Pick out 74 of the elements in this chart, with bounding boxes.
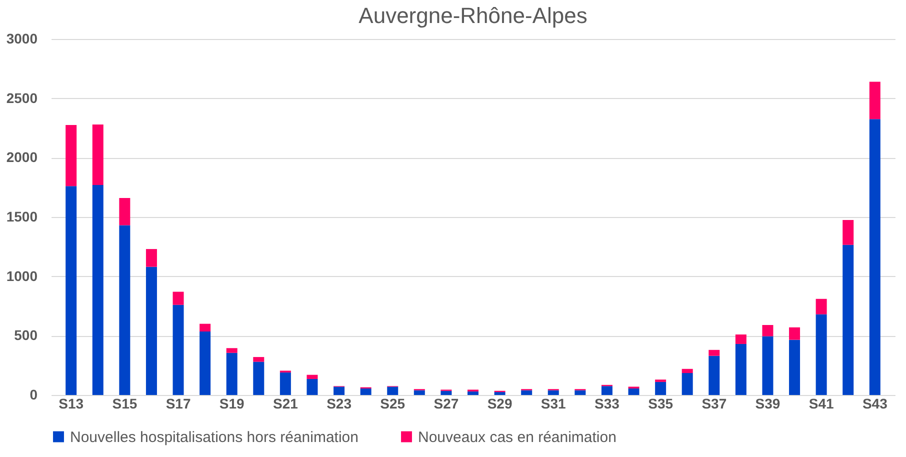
y-tick-label: 1000 [6,268,38,284]
chart-title: Auvergne-Rhône-Alpes [358,3,588,28]
bar [200,332,211,395]
bar [762,336,774,395]
bar [869,119,880,395]
bar [682,368,693,374]
bar [172,292,184,305]
bar [66,125,77,186]
bar [226,348,238,353]
x-tick-label: S23 [326,396,352,412]
y-tick-label: 2500 [6,90,38,106]
y-tick-label: 500 [14,327,38,344]
bar [172,304,184,395]
bar [842,220,854,245]
x-tick-label: S43 [862,396,888,412]
bar [387,386,398,395]
bar [494,392,506,395]
bar [574,390,586,395]
bar [521,390,532,395]
x-tick-label: S25 [380,396,406,412]
bar [200,324,211,332]
bar [789,340,800,395]
x-tick-label: S17 [166,396,191,412]
bar [762,324,774,336]
y-tick-label: 2000 [6,149,38,166]
x-tick-label: S41 [808,396,834,412]
bar [816,298,827,314]
bar [655,382,666,395]
bar [92,184,104,395]
bar [708,350,720,356]
x-tick-label: S35 [648,396,674,412]
x-tick-label: S19 [219,396,245,412]
y-tick-label: 1500 [6,208,38,224]
bar [468,391,478,395]
bar [253,362,264,395]
x-tick-label: S37 [702,396,727,412]
bar [119,225,130,395]
bar [708,356,720,395]
bar [601,386,612,395]
bar [66,186,77,395]
bar [735,334,746,344]
bar [682,373,693,395]
bar [414,390,425,395]
bar [92,124,104,185]
bar [548,390,559,395]
bar [789,327,800,340]
bar [146,249,157,267]
x-tick-label: S21 [272,396,298,412]
bar [119,198,130,226]
bar [306,378,318,395]
bar [869,82,880,120]
bar [816,314,827,395]
bar [306,374,318,379]
legend-label: Nouveaux cas en réanimation [418,428,616,446]
x-tick-label: S31 [540,396,566,412]
x-tick-label: S29 [487,396,512,412]
x-tick-label: S39 [755,396,780,412]
bar [628,388,640,395]
y-tick-label: 0 [30,386,38,402]
x-tick-label: S33 [594,396,620,412]
bar [735,344,746,395]
bar [226,352,238,395]
x-tick-label: S15 [112,396,138,412]
bar [146,266,157,395]
bar [280,372,291,395]
bar [334,386,345,395]
bar [253,357,264,362]
bar [360,388,372,395]
y-tick-label: 3000 [6,30,38,46]
bar [440,390,452,395]
x-tick-label: S13 [58,396,84,412]
legend-label: Nouvelles hospitalisations hors réanimation [70,428,358,446]
x-tick-label: S27 [434,396,459,412]
bar [842,244,854,395]
